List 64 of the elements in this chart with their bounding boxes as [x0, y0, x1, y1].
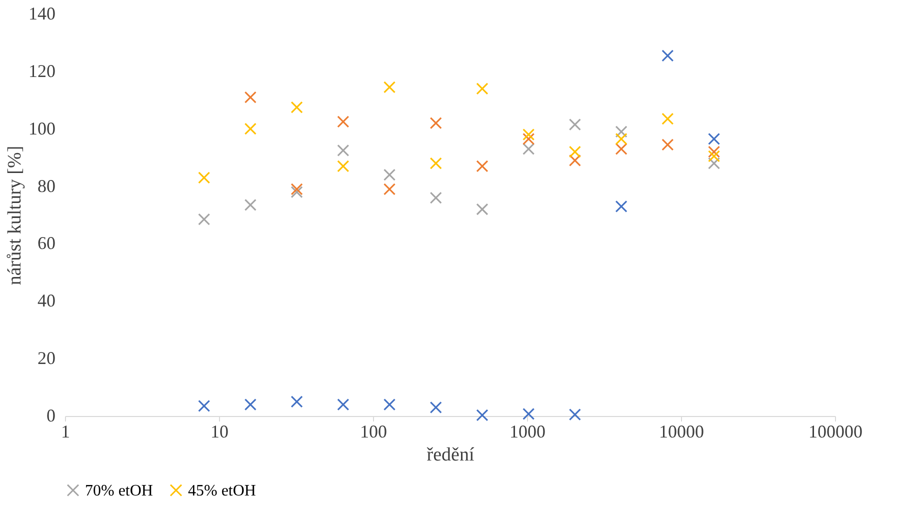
x-tick-label: 1: [61, 422, 70, 442]
point: [430, 157, 442, 170]
point: [522, 408, 535, 420]
y-tick-label: 40: [38, 290, 56, 311]
point: [662, 50, 674, 62]
x-axis-title: ředění: [426, 444, 475, 466]
point: [708, 146, 720, 158]
point: [476, 203, 488, 216]
x-tick-label: 1000: [510, 422, 546, 442]
y-tick-label: 60: [38, 233, 56, 254]
point: [290, 396, 303, 408]
legend-label: 70% etOH: [85, 482, 154, 500]
y-axis-title: nárůst kultury [%]: [4, 146, 26, 286]
point: [522, 132, 535, 145]
point: [522, 128, 535, 141]
point: [708, 132, 720, 145]
y-tick-label: 0: [46, 406, 56, 426]
point: [615, 132, 628, 145]
x-tick-label: 10: [210, 422, 228, 442]
point: [708, 150, 720, 162]
point: [244, 122, 256, 135]
point: [290, 186, 303, 198]
point: [290, 101, 303, 114]
point: [198, 400, 210, 412]
y-tick-label: 100: [28, 118, 56, 138]
x-tick-label: 10000: [659, 422, 704, 442]
legend-label: 45% etOH: [188, 482, 256, 500]
x-tick-label: 100: [360, 422, 387, 442]
point: [198, 172, 210, 184]
y-tick-label: 20: [38, 348, 56, 368]
y-tick-label: 140: [28, 4, 56, 24]
point: [337, 160, 350, 172]
point: [568, 408, 581, 421]
y-tick-label: 120: [28, 60, 56, 81]
point: [198, 213, 210, 226]
point: [476, 409, 488, 422]
point: [430, 401, 442, 414]
point: [244, 198, 256, 211]
point: [615, 200, 628, 212]
point: [430, 192, 442, 204]
point: [337, 398, 350, 411]
point: [662, 138, 674, 151]
point: [615, 126, 628, 138]
point: [337, 144, 350, 156]
point: [568, 154, 581, 166]
point: [383, 168, 396, 181]
point: [383, 183, 396, 196]
point: [568, 118, 581, 131]
point: [430, 117, 442, 130]
point: [708, 157, 720, 170]
point: [476, 160, 488, 172]
point: [290, 183, 303, 196]
point: [615, 142, 628, 155]
point: [383, 81, 396, 94]
y-tick-label: 80: [38, 176, 56, 196]
point: [244, 91, 256, 104]
point: [568, 146, 581, 158]
point: [522, 142, 535, 155]
point: [476, 82, 488, 95]
point: [662, 112, 674, 125]
point: [383, 398, 396, 411]
x-tick-label: 100000: [808, 422, 862, 442]
point: [244, 398, 256, 411]
point: [337, 116, 350, 128]
